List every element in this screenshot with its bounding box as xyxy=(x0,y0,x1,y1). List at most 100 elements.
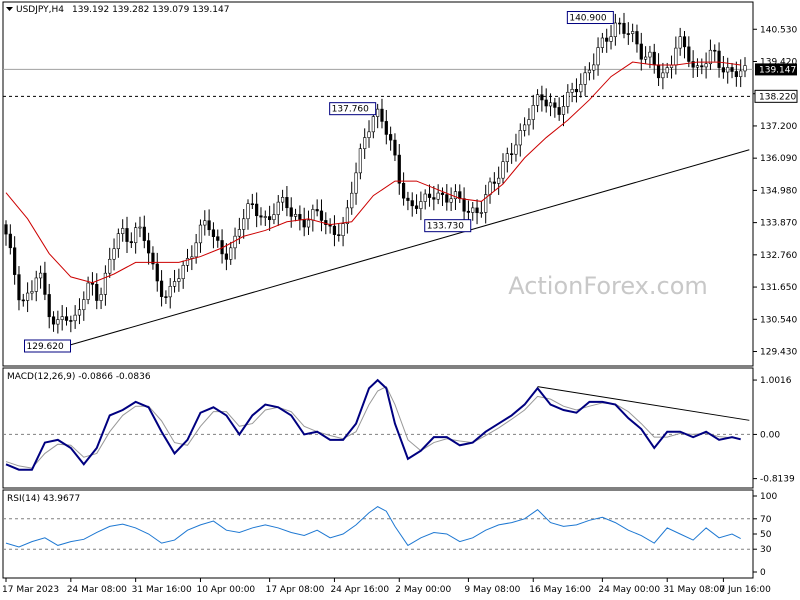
candle-body xyxy=(151,252,155,265)
rsi-tick-label: 50 xyxy=(760,530,772,540)
candle-body xyxy=(177,278,181,282)
candle-body xyxy=(337,234,341,237)
rsi-tick-label: 100 xyxy=(760,492,777,502)
candle-body xyxy=(458,191,462,199)
macd-signal-line xyxy=(5,385,741,469)
candle-body xyxy=(734,71,738,77)
candle-body xyxy=(341,223,345,237)
candle-body xyxy=(311,209,315,221)
price-panel: ActionForex.com 129.620 137.760 133.730 140… xyxy=(2,1,754,367)
candle-body xyxy=(332,225,337,235)
candle-body xyxy=(484,194,488,213)
candle-body xyxy=(77,309,82,316)
candle-body xyxy=(721,67,725,73)
rsi-panel-title: RSI(14) 43.9677 xyxy=(7,494,80,504)
macd-tick-label: -0.8139 xyxy=(760,475,795,485)
candle-body xyxy=(739,70,743,77)
candle-body xyxy=(432,197,436,200)
price-tick-label: 130.540 xyxy=(760,315,797,325)
candle-body xyxy=(298,214,302,220)
candle-body xyxy=(440,192,445,195)
candle-body xyxy=(272,214,276,221)
price-candles xyxy=(4,12,747,334)
rsi-axis: 100 70 50 30 0 xyxy=(753,492,777,578)
candle-body xyxy=(380,108,384,122)
candle-body xyxy=(306,219,311,228)
price-annotation-box xyxy=(566,11,614,25)
candle-body xyxy=(730,67,734,72)
watermark-text: ActionForex.com xyxy=(508,272,708,300)
candle-body xyxy=(56,319,60,325)
candle-body xyxy=(285,197,289,209)
candle-body xyxy=(142,226,146,241)
candle-body xyxy=(648,51,652,58)
candle-body xyxy=(479,212,483,214)
candle-body xyxy=(427,193,432,198)
candle-body xyxy=(280,197,285,203)
candle-body xyxy=(216,236,220,241)
candle-body xyxy=(618,22,622,25)
rsi-line xyxy=(5,506,741,548)
time-tick-label: 24 May 00:00 xyxy=(598,585,660,595)
candle-body xyxy=(276,201,280,215)
candle-body xyxy=(211,229,216,237)
candle-body xyxy=(665,67,669,74)
candle-body xyxy=(159,280,164,297)
price-tick-label: 134.980 xyxy=(760,186,797,196)
candle-body xyxy=(164,296,168,298)
candle-body xyxy=(363,137,367,150)
time-tick-label: 2 May 00:00 xyxy=(395,585,451,595)
candle-body xyxy=(194,242,198,258)
candle-body xyxy=(289,207,293,217)
candle-body xyxy=(436,192,440,200)
candle-body xyxy=(293,214,298,217)
candle-body xyxy=(155,263,159,282)
price-annotation-label: 140.900 xyxy=(569,14,606,24)
candle-body xyxy=(371,116,375,133)
candle-body xyxy=(397,154,401,184)
candle-body xyxy=(95,283,99,301)
time-tick-label: 31 Mar 16:00 xyxy=(132,585,192,595)
candle-body xyxy=(125,228,129,242)
price-tick-label: 132.760 xyxy=(760,251,797,261)
candle-body xyxy=(255,203,259,217)
candle-body xyxy=(691,61,695,68)
candle-body xyxy=(263,216,267,218)
candle-body xyxy=(315,209,319,212)
candle-body xyxy=(700,65,704,68)
time-tick-label: 10 Apr 00:00 xyxy=(196,585,255,595)
candle-body xyxy=(462,198,466,212)
candle-body xyxy=(69,320,73,322)
macd-panel: MACD(12,26,9) -0.0866 -0.0836 xyxy=(2,367,754,489)
candle-body xyxy=(17,274,21,301)
candle-body xyxy=(103,272,107,295)
candle-body xyxy=(13,247,17,275)
candle-body xyxy=(21,299,25,302)
candle-body xyxy=(168,285,172,298)
price-tick-label: 129.430 xyxy=(760,348,797,358)
candle-body xyxy=(185,258,190,266)
candle-body xyxy=(592,64,596,71)
candle-body xyxy=(268,216,272,221)
support-trendline xyxy=(66,149,750,347)
candle-body xyxy=(389,134,393,141)
candle-body xyxy=(134,227,138,244)
candle-body xyxy=(652,51,656,66)
dropdown-arrow-icon[interactable] xyxy=(6,7,13,11)
time-tick-label: 7 Jun 16:00 xyxy=(719,585,771,595)
candle-body xyxy=(345,207,350,224)
candle-body xyxy=(401,182,406,199)
candle-body xyxy=(445,194,449,203)
candle-body xyxy=(527,119,531,126)
candle-body xyxy=(449,198,453,203)
level-label: 138.220 xyxy=(759,92,796,102)
candle-body xyxy=(661,72,665,79)
candle-body xyxy=(319,210,324,221)
candle-body xyxy=(501,161,505,179)
candle-body xyxy=(207,220,211,231)
candle-body xyxy=(242,218,246,230)
candle-body xyxy=(324,220,328,225)
current-price-tag xyxy=(755,63,797,76)
candle-body xyxy=(64,316,69,321)
